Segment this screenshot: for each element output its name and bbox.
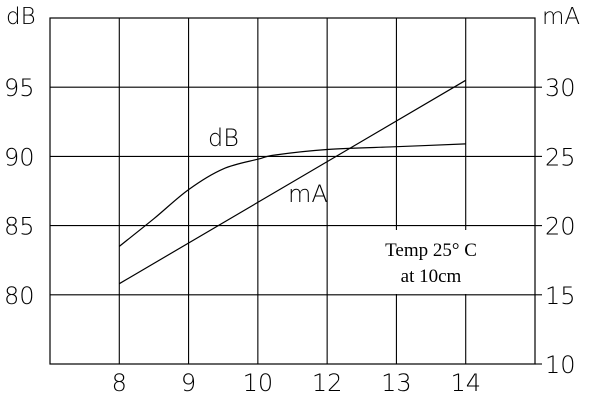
annotation-box [358,230,498,294]
grid [50,18,535,364]
annotation-line-2: at 10cm [401,266,462,287]
right-tick-label: 20 [545,213,576,241]
left-tick-label: 95 [4,74,35,102]
left-tick-label: 85 [4,213,35,241]
right-tick-label: 15 [545,282,576,310]
right-axis-ticks: 30 25 20 15 10 [535,74,576,379]
x-axis-ticks: 8 9 10 12 13 14 [112,369,481,397]
left-unit-label: dB [6,4,36,30]
x-tick-label: 10 [243,369,274,397]
x-tick-label: 12 [312,369,343,397]
annotation-line-1: Temp 25° C [385,240,477,261]
series-ma-label: mA [288,180,328,208]
right-tick-label: 25 [545,143,576,171]
left-tick-label: 80 [4,282,35,310]
right-unit-label: mA [542,4,580,30]
left-tick-label: 90 [4,143,35,171]
x-tick-label: 9 [181,369,196,397]
x-tick-label: 8 [112,369,127,397]
right-tick-label: 10 [545,351,576,379]
right-tick-label: 30 [545,74,576,102]
series-ma-line [118,79,467,285]
plot-frame [49,17,536,365]
left-axis-ticks: 95 90 85 80 [4,74,35,310]
series-db-label: dB [208,124,239,152]
x-tick-label: 14 [450,369,481,397]
series-db-line [118,143,466,247]
x-tick-label: 13 [381,369,412,397]
